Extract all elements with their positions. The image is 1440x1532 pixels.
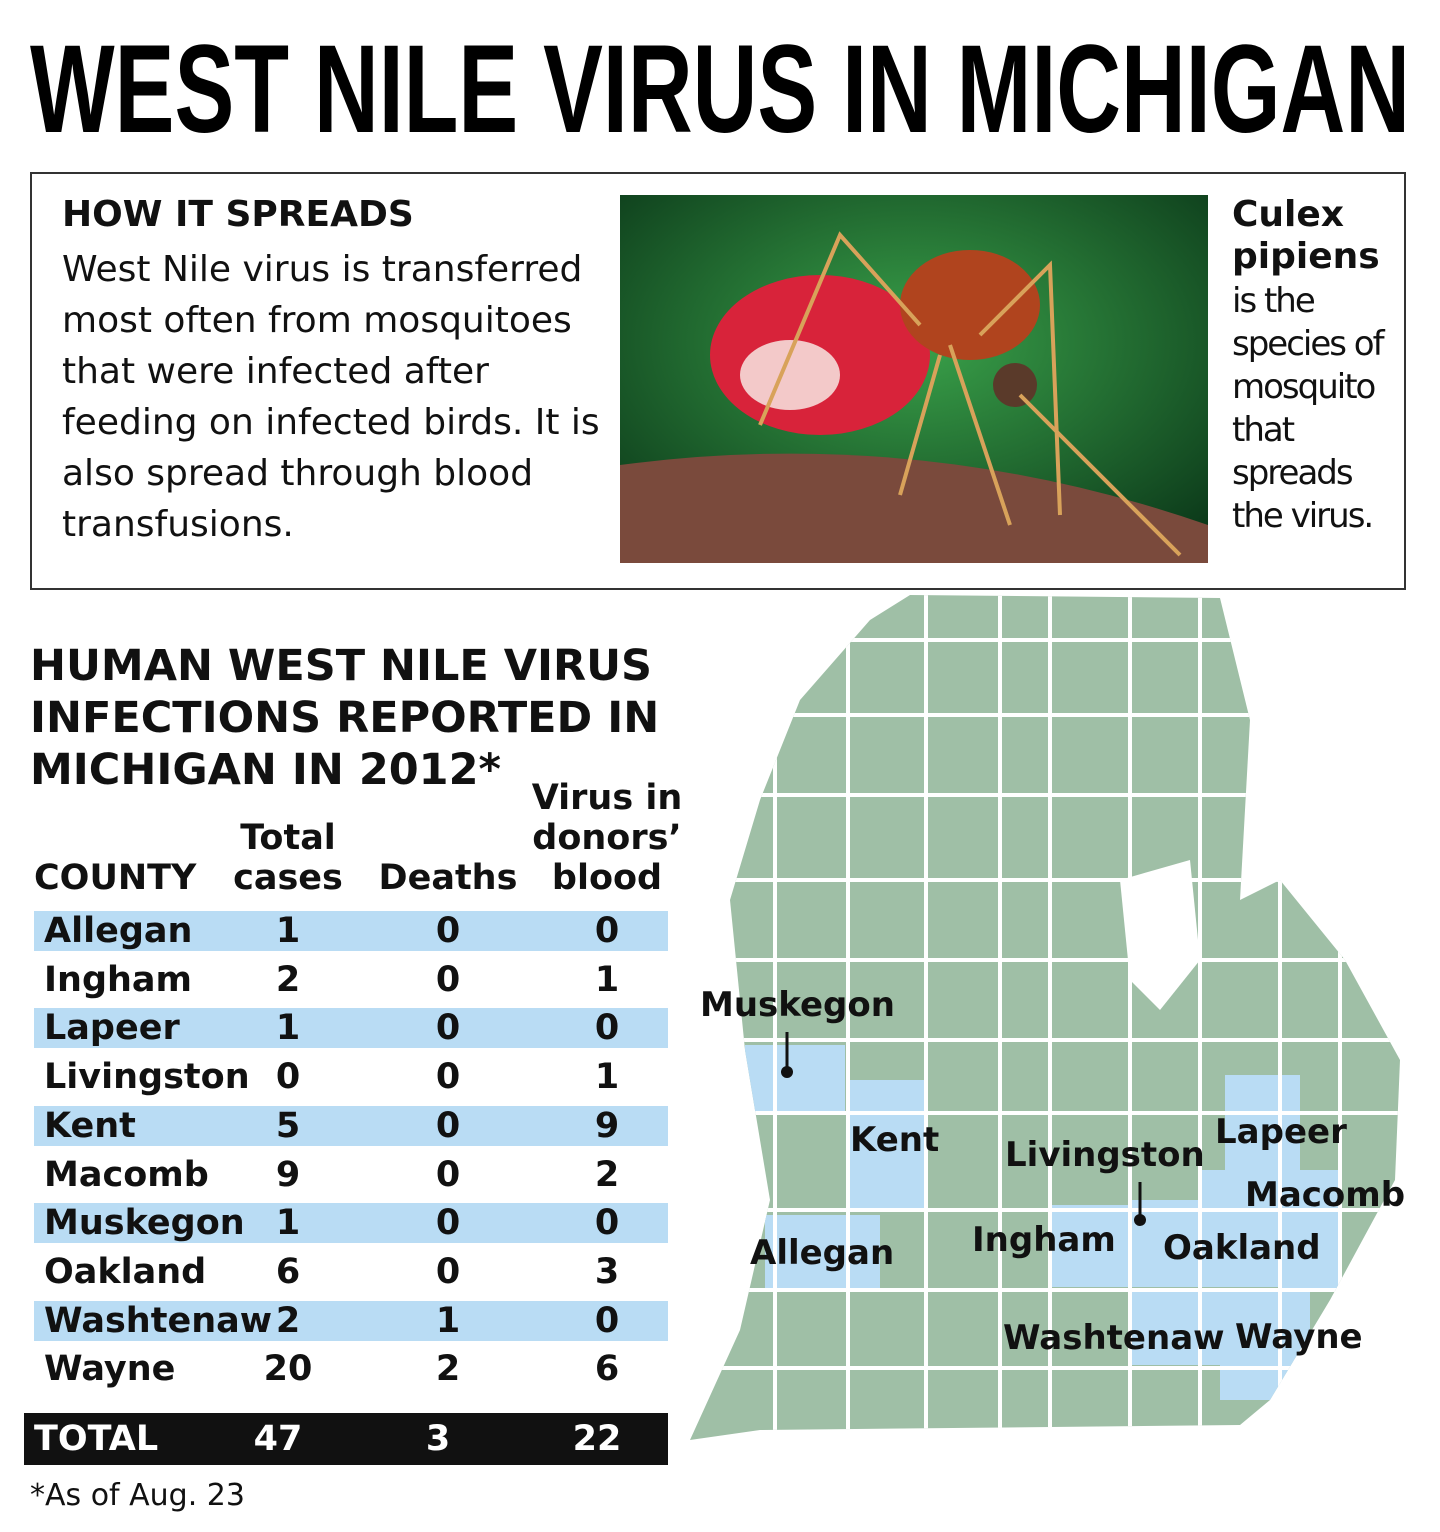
cell-value: 3 [594, 1251, 620, 1292]
cell-value: 3 [425, 1419, 451, 1459]
column-header: Virus in donors’ blood [531, 778, 683, 898]
county-name: Livingston [44, 1057, 250, 1098]
cell-value: 47 [253, 1419, 303, 1459]
cell-value: 6 [594, 1349, 620, 1390]
column-header: Total cases [233, 818, 343, 898]
county-name: Wayne [44, 1349, 176, 1390]
county-label: Livingston [1005, 1135, 1205, 1175]
cell-value: 0 [435, 1251, 461, 1292]
county-label: Wayne [1235, 1317, 1363, 1357]
cell-value: 9 [275, 1154, 301, 1195]
table-row: Kent 5 0 9 [34, 1105, 668, 1146]
county-name: TOTAL [34, 1419, 159, 1459]
county-name: Kent [44, 1105, 136, 1146]
county-label: Washtenaw [1003, 1318, 1225, 1358]
cell-value: 0 [435, 1203, 461, 1244]
county-label: Kent [850, 1120, 940, 1160]
cell-value: 0 [594, 1300, 620, 1341]
saginaw-bay [1120, 860, 1200, 1010]
cell-value: 2 [435, 1349, 461, 1390]
cell-value: 6 [275, 1251, 301, 1292]
title: WEST NILE VIRUS IN MICHIGAN [30, 20, 1410, 159]
cell-value: 0 [435, 959, 461, 1000]
county-name: Allegan [44, 911, 193, 951]
table-row: Livingston 0 0 1 [34, 1057, 668, 1097]
cell-value: 1 [594, 1057, 620, 1098]
cell-value: 20 [263, 1349, 313, 1390]
county-name: Lapeer [44, 1008, 180, 1049]
heading: HOW IT SPREADS [62, 194, 414, 235]
highlighted-counties [745, 1045, 1340, 1400]
county-label: Allegan [750, 1233, 895, 1273]
table-row: Ingham 2 0 1 [34, 960, 668, 1000]
table-row: Macomb 9 0 2 [34, 1155, 668, 1195]
table-row: Washtenaw 2 1 0 [34, 1300, 668, 1341]
county-lines [690, 595, 1400, 1440]
cell-value: 2 [275, 959, 301, 1000]
county-name: Washtenaw [44, 1300, 273, 1341]
total-row: TOTAL 47 3 22 [24, 1413, 668, 1465]
table-row: Wayne 20 2 6 [34, 1349, 668, 1389]
species-name: Culex pipiens [1232, 194, 1380, 277]
cell-value: 0 [435, 1154, 461, 1195]
cell-value: 1 [275, 911, 301, 951]
pointer-dot [781, 1066, 793, 1078]
table-row: Muskegon 1 0 0 [34, 1203, 668, 1244]
table-row: Oakland 6 0 3 [34, 1252, 668, 1292]
cell-value: 2 [275, 1300, 301, 1341]
cell-value: 1 [275, 1008, 301, 1049]
cell-value: 1 [275, 1203, 301, 1244]
cell-value: 5 [275, 1105, 301, 1146]
cell-value: 1 [435, 1300, 461, 1341]
cell-value: 0 [435, 1057, 461, 1098]
body-text: West Nile virus is transferred most ofte… [62, 249, 600, 545]
county-label: Lapeer [1215, 1112, 1347, 1152]
table-row: Allegan 1 0 0 [34, 911, 668, 951]
cell-value: 9 [594, 1105, 620, 1146]
cell-value: 0 [594, 1203, 620, 1244]
caption: is the species of mosquito that spreads … [1232, 281, 1385, 536]
cell-value: 0 [435, 911, 461, 951]
pointer-dot [1134, 1214, 1146, 1226]
county-name: Ingham [44, 959, 192, 1000]
county-label: Ingham [972, 1220, 1116, 1260]
county-label: Oakland [1163, 1228, 1321, 1268]
column-header: Deaths [378, 858, 518, 898]
cell-value: 0 [435, 1008, 461, 1049]
county-name: Oakland [44, 1251, 207, 1292]
county-label: Macomb [1245, 1175, 1406, 1215]
info-box [30, 172, 1406, 590]
column-header: COUNTY [34, 858, 197, 898]
table-row: Lapeer 1 0 0 [34, 1008, 668, 1049]
county-label: Muskegon [700, 985, 895, 1025]
county-name: Muskegon [44, 1203, 245, 1244]
table-title: HUMAN WEST NILE VIRUS INFECTIONS REPORTE… [30, 641, 660, 795]
cell-value: 1 [594, 959, 620, 1000]
mosquito-photo [620, 195, 1208, 563]
cell-value: 0 [594, 911, 620, 951]
cell-value: 2 [594, 1154, 620, 1195]
cell-value: 0 [435, 1105, 461, 1146]
cell-value: 0 [275, 1057, 301, 1098]
cell-value: 22 [572, 1419, 622, 1459]
county-name: Macomb [44, 1154, 209, 1195]
footnote: *As of Aug. 23 [30, 1478, 245, 1513]
cell-value: 0 [594, 1008, 620, 1049]
